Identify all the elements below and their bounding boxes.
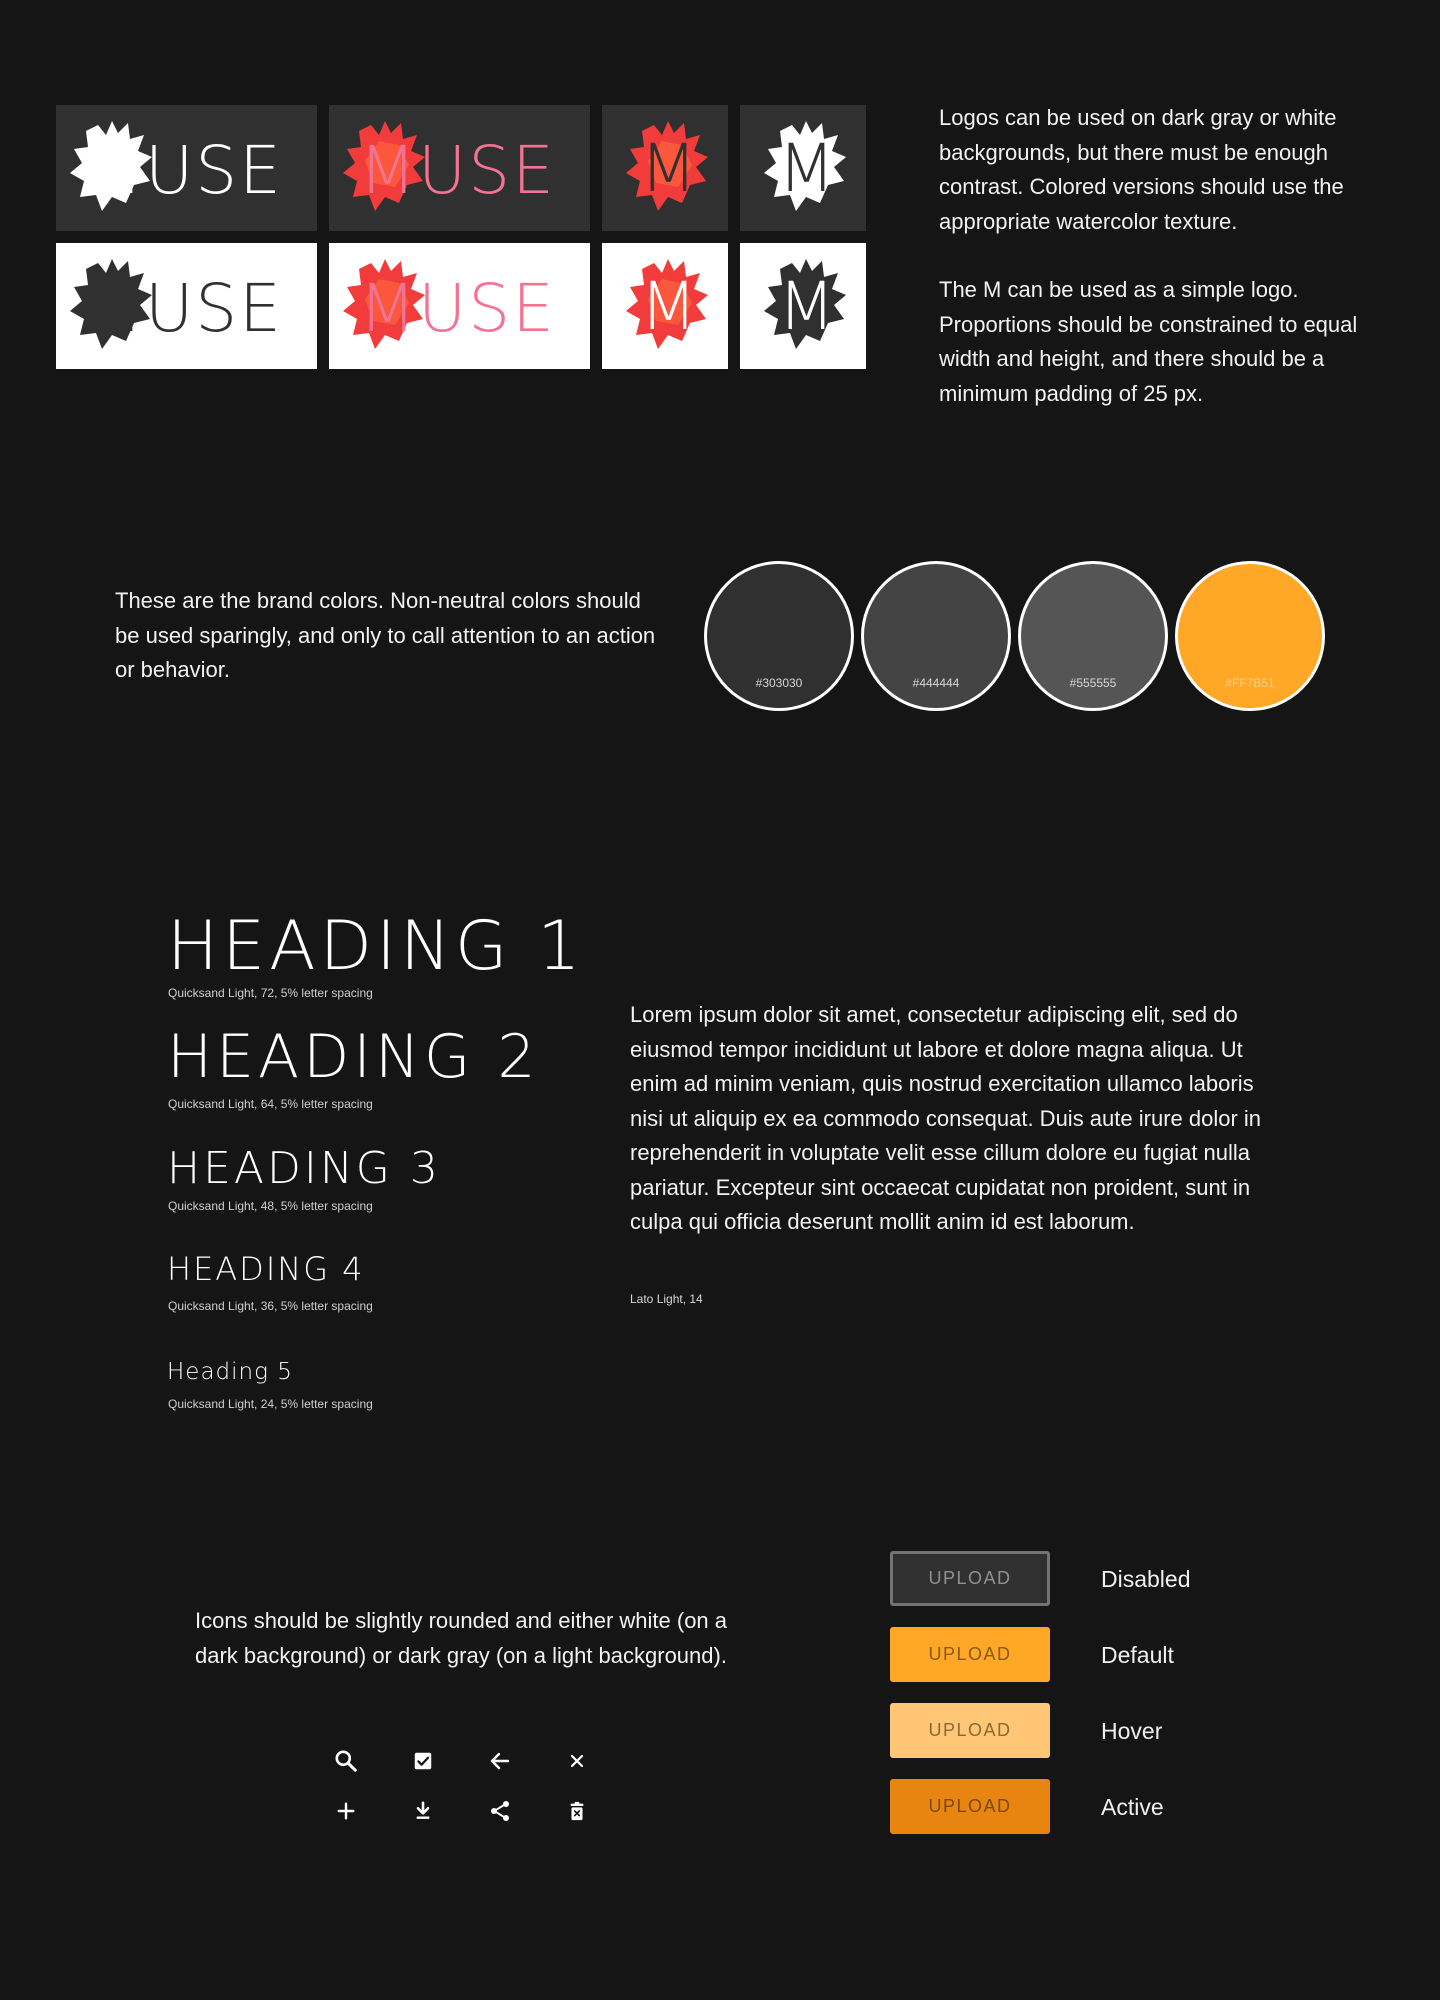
logo-monogram: M [640,268,697,345]
swatch-label: #444444 [912,676,960,690]
logo-wordmark: MUSE [86,270,283,347]
swatch-label: #555555 [1069,676,1117,690]
heading-1-caption: Quicksand Light, 72, 5% letter spacing [168,986,373,1000]
button-state-label: Hover [1101,1718,1163,1744]
upload-button-active[interactable]: UPLOAD [890,1779,1050,1834]
close-icon [563,1747,591,1775]
brand-colors-text: These are the brand colors. Non-neutral … [115,588,656,682]
splash-watercolor-icon [343,259,425,349]
heading-2-caption: Quicksand Light, 64, 5% letter spacing [168,1097,373,1111]
button-state-label: Disabled [1101,1566,1191,1592]
heading-1-sample: HEADING 1 [167,907,585,986]
logo-tile-light-color-wordmark: MUSE [329,243,590,369]
splash-white-icon [764,121,846,211]
logo-usage-text: Logos can be used on dark gray or white … [939,105,1344,234]
upload-button-disabled[interactable]: UPLOAD [890,1551,1050,1606]
splash-dark-icon [764,259,846,349]
monogram-usage-text: The M can be used as a simple logo. Prop… [939,277,1358,406]
delete-icon [563,1797,591,1825]
splash-watercolor-icon [626,259,708,349]
splash-dark-icon [70,259,152,349]
heading-3-caption: Quicksand Light, 48, 5% letter spacing [168,1199,373,1213]
button-state-label: Default [1101,1642,1174,1668]
splash-watercolor-icon [343,121,425,211]
body-text-sample: Lorem ipsum dolor sit amet, consectetur … [630,1002,1262,1234]
logo-wordmark: MUSE [359,132,556,209]
download-icon [409,1797,437,1825]
color-swatch: #444444 [861,561,1011,711]
splash-white-icon [70,121,152,211]
checkbox-icon [409,1747,437,1775]
logo-wordmark: MUSE [86,132,283,209]
logo-monogram: M [640,130,697,207]
heading-2-sample: HEADING 2 [167,1022,540,1092]
logo-tile-dark-color-wordmark: MUSE [329,105,590,231]
body-text-caption: Lato Light, 14 [630,1292,703,1306]
color-swatch: #303030 [704,561,854,711]
heading-4-sample: HEADING 4 [167,1250,365,1288]
logo-tile-dark-white-monogram: M [740,105,866,231]
arrow-back-icon [486,1747,514,1775]
swatch-label: #303030 [755,676,803,690]
share-icon [486,1797,514,1825]
logo-wordmark: MUSE [359,270,556,347]
heading-5-sample: Heading 5 [167,1359,293,1385]
logo-tile-light-dark-monogram: M [740,243,866,369]
logo-tile-light-dark-wordmark: MUSE [56,243,317,369]
splash-watercolor-icon [626,121,708,211]
color-swatch: #FF7B51 [1175,561,1325,711]
upload-button-default[interactable]: UPLOAD [890,1627,1050,1682]
search-icon [332,1747,360,1775]
add-icon [332,1797,360,1825]
logo-tile-dark-white-wordmark: MUSE [56,105,317,231]
heading-5-caption: Quicksand Light, 24, 5% letter spacing [168,1397,373,1411]
heading-3-sample: HEADING 3 [167,1143,441,1194]
upload-button-hover[interactable]: UPLOAD [890,1703,1050,1758]
color-swatch: #555555 [1018,561,1168,711]
heading-4-caption: Quicksand Light, 36, 5% letter spacing [168,1299,373,1313]
button-state-label: Active [1101,1794,1164,1820]
logo-tile-dark-color-monogram: M [602,105,728,231]
logo-tile-light-color-monogram: M [602,243,728,369]
icons-usage-text: Icons should be slightly rounded and eit… [195,1608,728,1668]
logo-monogram: M [778,268,835,345]
swatch-label: #FF7B51 [1225,676,1275,690]
logo-monogram: M [778,130,835,207]
